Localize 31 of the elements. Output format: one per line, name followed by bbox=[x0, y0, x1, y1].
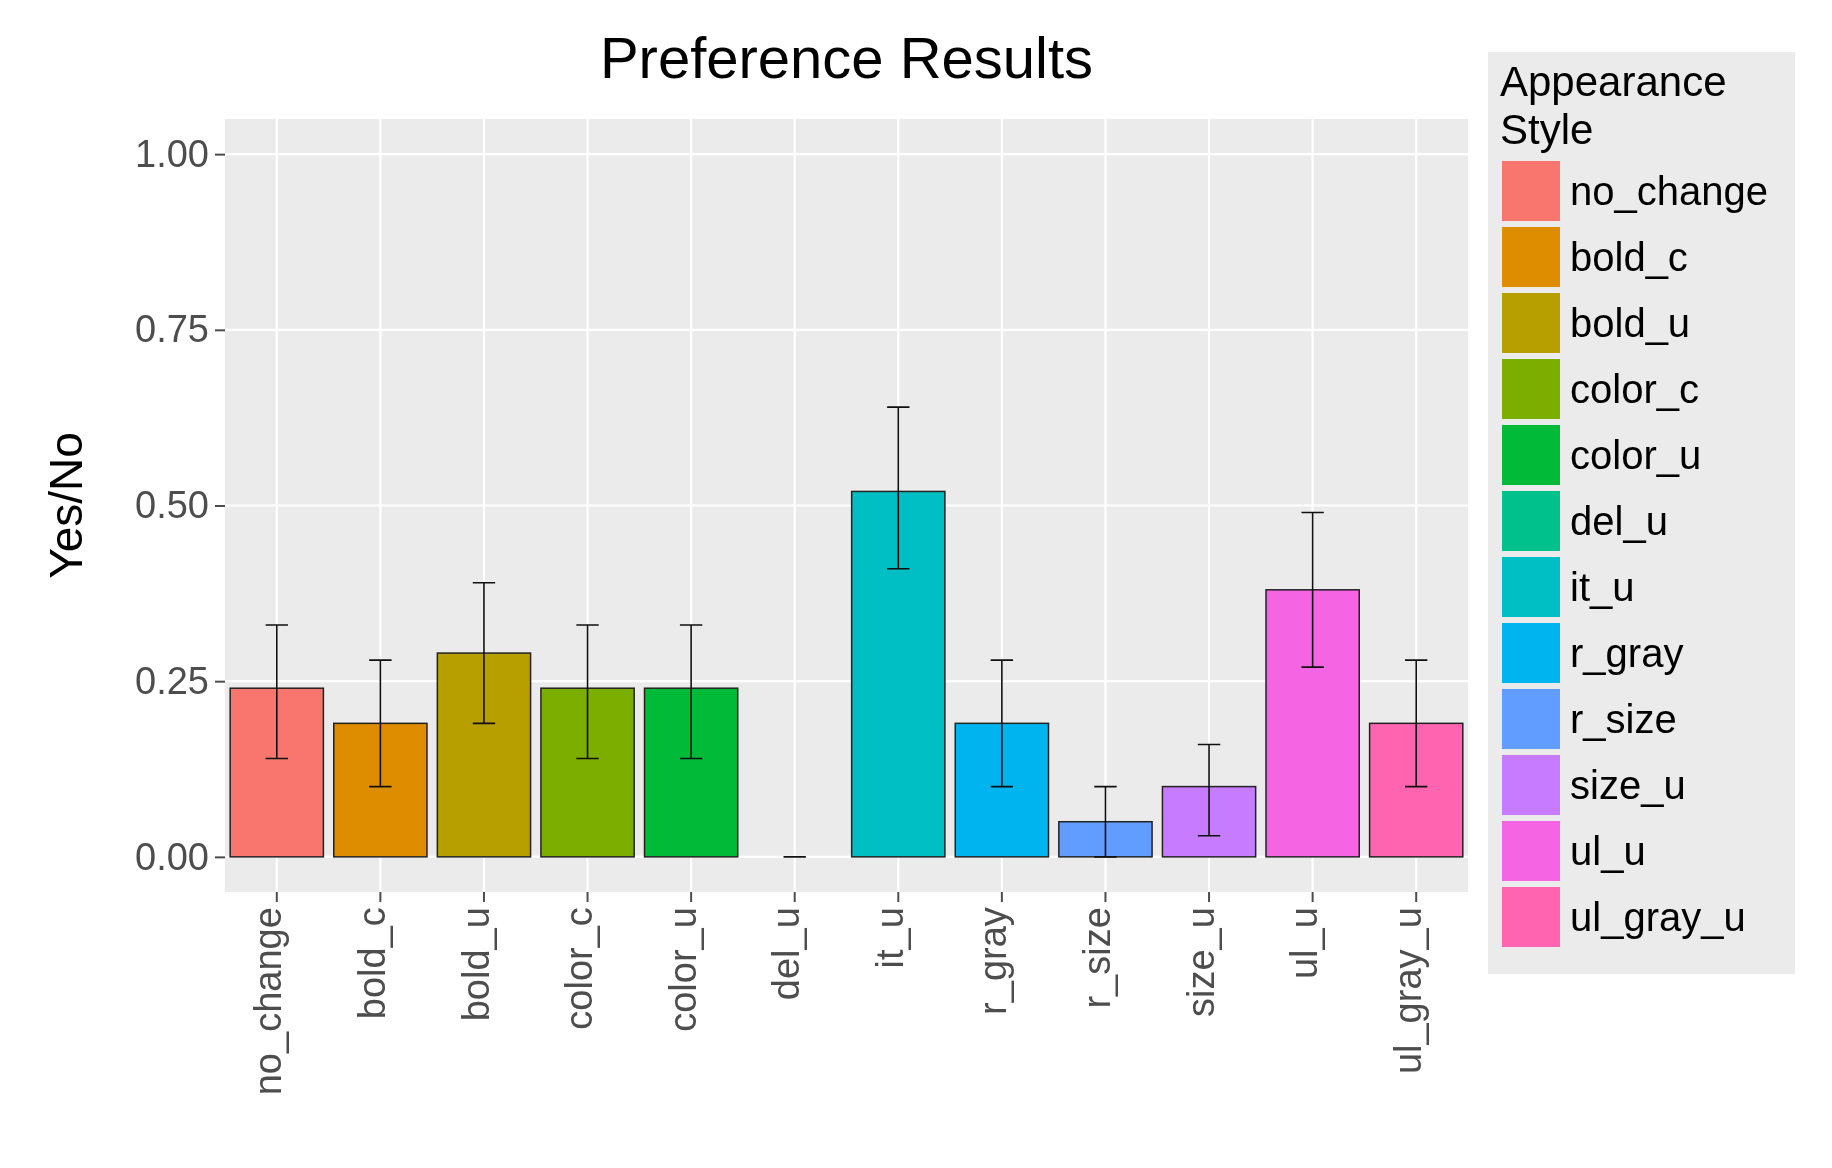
legend-label: ul_u bbox=[1570, 829, 1646, 873]
y-tick-label: 0.00 bbox=[135, 835, 209, 878]
x-tick-label: ul_gray_u bbox=[1386, 907, 1429, 1075]
y-axis-title: Yes/No bbox=[40, 432, 92, 579]
x-tick-label: r_gray bbox=[972, 907, 1015, 1015]
legend-label: del_u bbox=[1570, 499, 1668, 543]
legend-label: it_u bbox=[1570, 565, 1635, 609]
legend-label: r_gray bbox=[1570, 631, 1684, 675]
x-tick-label: bold_c bbox=[350, 907, 393, 1020]
x-tick-label: del_u bbox=[765, 907, 808, 1001]
x-tick-label: r_size bbox=[1076, 907, 1119, 1009]
y-tick-label: 0.25 bbox=[135, 659, 209, 702]
legend-label: color_c bbox=[1570, 367, 1699, 411]
x-tick-label: it_u bbox=[868, 907, 911, 969]
x-tick-label: color_u bbox=[661, 907, 704, 1032]
x-tick-label: no_change bbox=[247, 907, 290, 1096]
chart-title: Preference Results bbox=[599, 25, 1094, 90]
x-tick-label: color_c bbox=[558, 907, 601, 1030]
y-tick-label: 0.75 bbox=[135, 308, 209, 351]
x-tick-label: bold_u bbox=[454, 907, 497, 1022]
y-tick-label: 1.00 bbox=[135, 132, 209, 175]
legend-label: no_change bbox=[1570, 169, 1768, 213]
x-tick-label: size_u bbox=[1179, 907, 1222, 1018]
legend-label: bold_u bbox=[1570, 301, 1691, 345]
x-tick-label: ul_u bbox=[1283, 907, 1326, 980]
y-tick-label: 0.50 bbox=[135, 484, 209, 527]
legend-title: Appearance Style bbox=[1500, 58, 1727, 153]
legend-label: size_u bbox=[1570, 763, 1686, 807]
legend-label: r_size bbox=[1570, 697, 1677, 741]
legend-label: color_u bbox=[1570, 433, 1702, 477]
legend-label: bold_c bbox=[1570, 235, 1688, 279]
